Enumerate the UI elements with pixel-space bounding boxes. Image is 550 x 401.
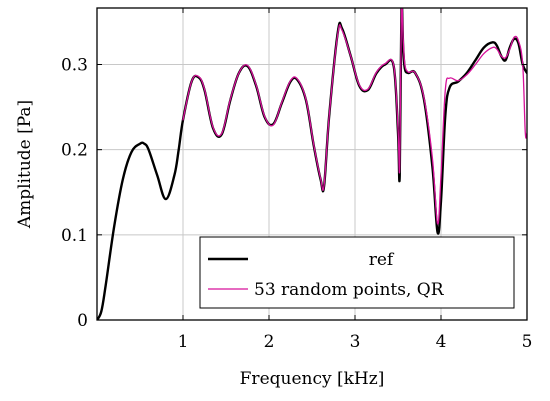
x-tick-label: 1: [178, 332, 189, 352]
x-tick-label: 3: [350, 332, 361, 352]
y-axis-label: Amplitude [Pa]: [15, 100, 35, 229]
x-axis-label: Frequency [kHz]: [240, 369, 385, 389]
plot-frame: [96, 7, 528, 321]
x-tick-label: 4: [436, 332, 447, 352]
y-tick-label: 0.1: [61, 226, 88, 246]
series-line-qr: [182, 8, 527, 225]
legend-label-qr: 53 random points, QR: [254, 280, 445, 300]
legend: ref 53 random points, QR: [199, 236, 515, 309]
y-tick-label: 0.3: [61, 56, 88, 76]
x-tick-label: 2: [264, 332, 275, 352]
x-tick-label: 5: [522, 332, 533, 352]
y-tick-label: 0: [77, 311, 88, 331]
series-layer: [97, 8, 527, 320]
series-line-ref: [97, 8, 527, 320]
y-tick-label: 0.2: [61, 141, 88, 161]
ticks: 1 2 3 4 5 0 0.1 0.2 0.3: [61, 8, 532, 352]
legend-box: [199, 236, 515, 309]
legend-label-ref: ref: [369, 250, 395, 270]
